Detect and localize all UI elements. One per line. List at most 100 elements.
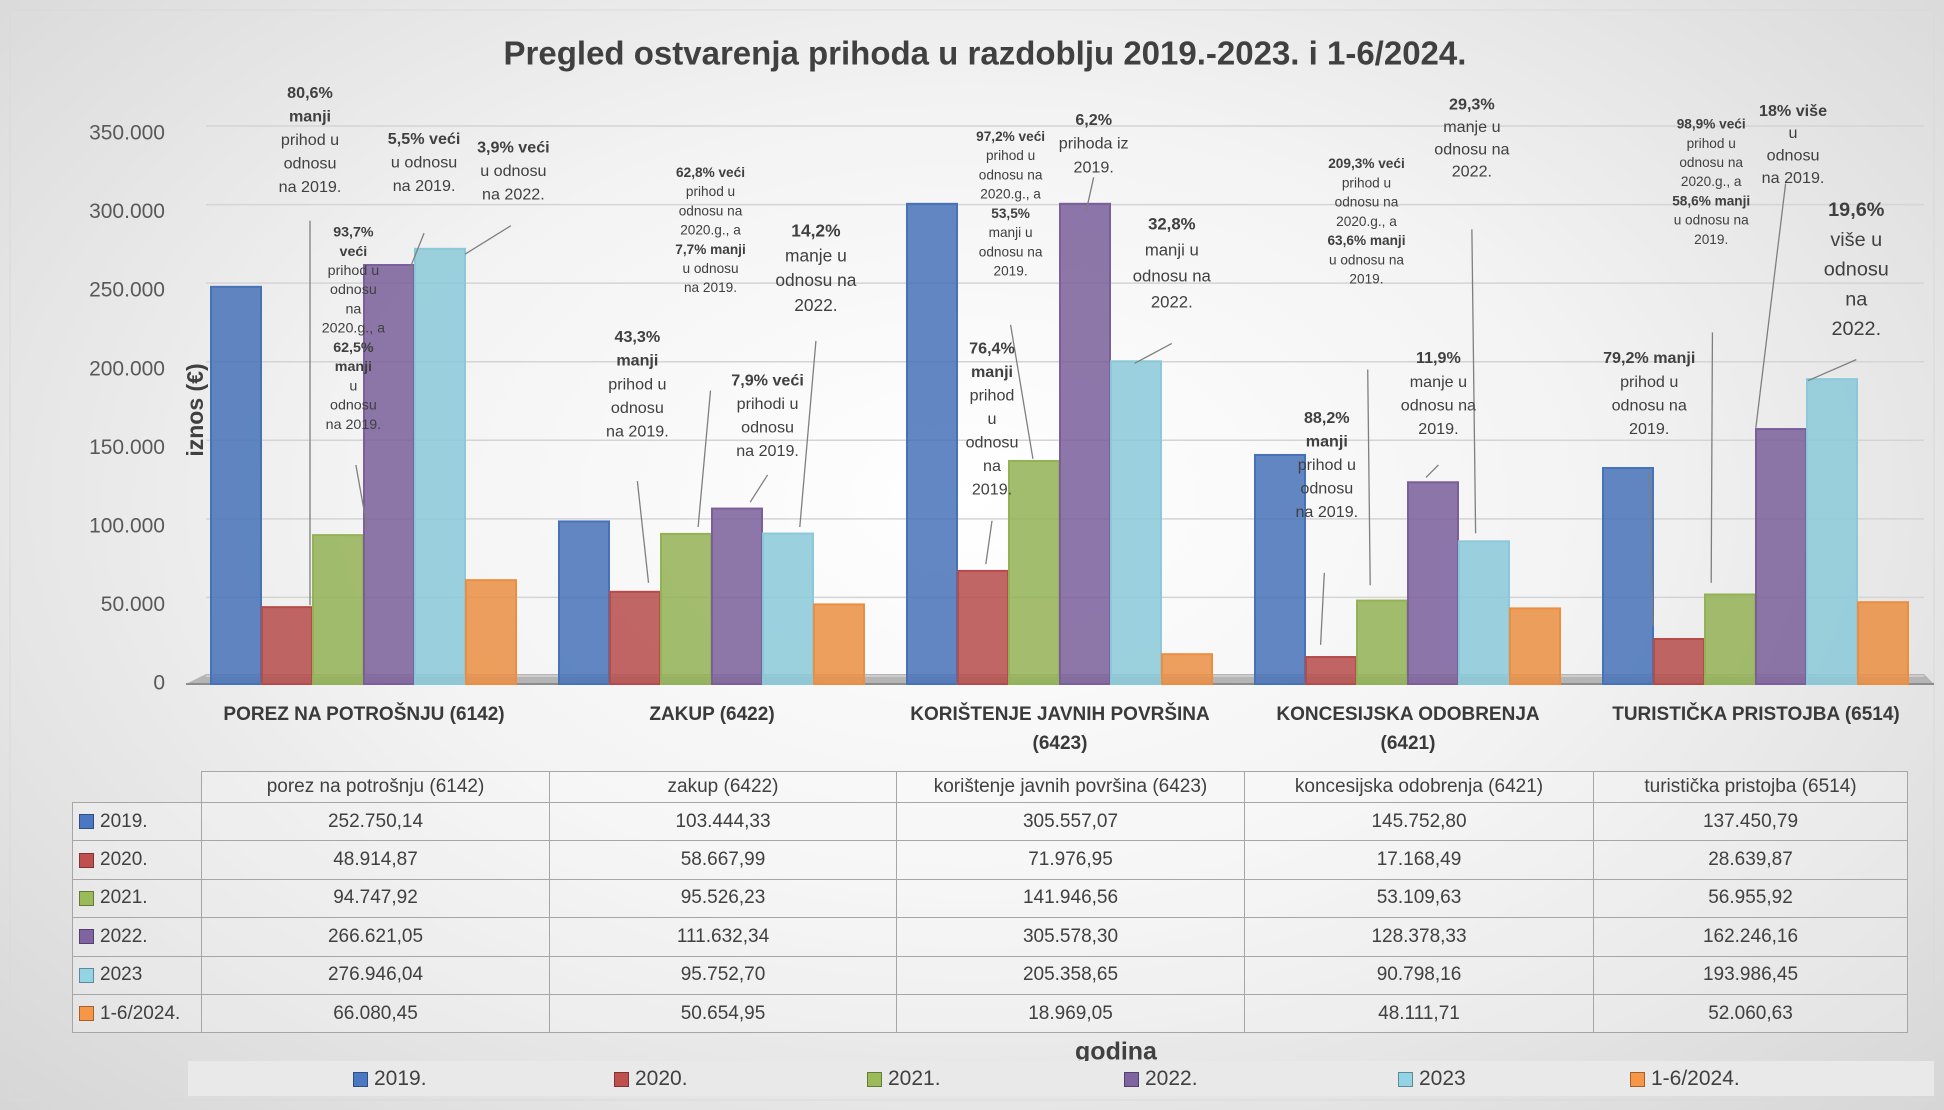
legend-item: 2023	[1398, 1066, 1466, 1092]
annotation-line: 2020.g., a	[322, 321, 385, 337]
annotation-line: manje u	[1443, 118, 1500, 136]
row-label-text: 1-6/2024.	[100, 1002, 181, 1024]
annotation: 3,9% veći u odnosu na 2022.	[464, 138, 550, 255]
x-axis-label: godina	[1075, 1038, 1158, 1066]
table-cell: 266.621,05	[201, 917, 550, 957]
annotation-line: 18% više	[1759, 102, 1827, 120]
annotation-line: 88,2%	[1304, 409, 1350, 427]
annotation-line: 58,6% manji	[1672, 193, 1750, 208]
annotation-line: odnosu	[330, 398, 377, 414]
annotation-line: 93,7%	[333, 225, 374, 241]
annotation: 80,6% manji prihod u odnosu na 2019.	[279, 84, 341, 606]
leader-line	[1085, 177, 1095, 211]
row-label-text: 2021.	[100, 887, 148, 909]
bar	[1458, 540, 1510, 686]
annotation: 76,4% manji prihod u odnosu na 2019.	[966, 324, 1034, 565]
annotation: 19,6% više u odnosu na 2022.	[1807, 199, 1889, 382]
leader-line	[355, 464, 368, 528]
y-tick-label: 50.000	[101, 593, 165, 616]
bar	[762, 532, 814, 686]
bar	[1653, 637, 1705, 686]
bar	[465, 579, 517, 686]
annotation-line: 2020.g., a	[1336, 214, 1397, 229]
table-cell: 48.914,87	[201, 840, 550, 880]
table-cell: 17.168,49	[1244, 840, 1594, 880]
annotation-line: 2019.	[1629, 420, 1669, 438]
legend-swatch	[1630, 1071, 1645, 1087]
annotation-line: u odnosu na	[1674, 213, 1749, 228]
table-cell: 141.946,56	[896, 878, 1245, 919]
annotation-line: odnosu na	[1434, 140, 1509, 158]
annotation-line: odnosu	[1767, 147, 1820, 165]
legend-swatch	[79, 890, 94, 906]
annotation-line: prihod u	[1342, 175, 1391, 190]
annotation-line: 7,7% manji	[675, 242, 745, 257]
table-cell: 94.747,92	[201, 878, 550, 919]
table-cell: 276.946,04	[201, 955, 550, 995]
annotation: 29,3% manje u odnosu na 2022.	[1434, 96, 1510, 534]
leader-line	[749, 474, 769, 503]
legend-swatch	[79, 1006, 94, 1022]
annotation-line: manji	[971, 363, 1013, 381]
annotation-line: na 2019.	[606, 422, 669, 440]
annotation-line: prihod u	[986, 148, 1035, 163]
annotation-line: 2022.	[1151, 293, 1193, 312]
bar	[1161, 653, 1213, 685]
table-cell: 71.976,95	[896, 840, 1245, 880]
leader-line	[636, 481, 650, 583]
annotation-line: manje u	[785, 245, 847, 265]
table-cell: 95.752,70	[549, 955, 897, 995]
annotation-line: 2022.	[1831, 318, 1881, 340]
annotation-line: prihod u	[608, 375, 666, 393]
annotation-line: odnosu	[1824, 259, 1889, 281]
annotation: 209,3% veći prihod u odnosu na 2020.g., a 63…	[1327, 156, 1405, 586]
annotation-line: 76,4%	[969, 339, 1015, 357]
y-axis-label: iznos (€)	[182, 363, 208, 456]
annotation-line: odnosu na	[679, 203, 743, 218]
chart-title: Pregled ostvarenja prihoda u razdoblju 2…	[504, 35, 1467, 72]
annotation: 97,2% veći prihod u odnosu na 2020.g., a 53,…	[976, 129, 1045, 279]
bar	[1059, 202, 1111, 685]
table-cell: 145.752,80	[1244, 802, 1594, 842]
annotation-line: na 2019.	[326, 417, 381, 433]
table-cell: 205.358,65	[896, 955, 1245, 995]
legend-swatch	[1124, 1071, 1139, 1087]
annotation-line: na 2019.	[393, 177, 456, 195]
annotation-line: prihod u	[328, 263, 380, 279]
annotation-line: prihod	[970, 386, 1015, 404]
table-cell: 111.632,34	[549, 917, 897, 957]
annotation-line: 2019.	[1694, 232, 1728, 247]
bar	[609, 590, 661, 685]
annotation-line: 32,8%	[1148, 214, 1196, 233]
legend-swatch	[79, 852, 94, 868]
table-header-cell: turistička pristojba (6514)	[1593, 771, 1908, 803]
legend-item: 1-6/2024.	[1630, 1066, 1740, 1092]
leader-line	[1755, 183, 1787, 428]
annotation-line: odnosu na	[1133, 267, 1212, 286]
bar	[711, 507, 763, 685]
table-cell: 56.955,92	[1593, 878, 1908, 919]
row-label-text: 2022.	[100, 925, 148, 947]
annotation-line: odnosu	[966, 434, 1019, 452]
leader-line	[408, 232, 425, 271]
annotation-line: odnosu	[611, 399, 664, 417]
annotation-line: u odnosu	[391, 153, 457, 171]
annotation-line: 2019.	[994, 263, 1028, 278]
annotation-line: 62,8% veći	[676, 165, 745, 180]
legend-swatch	[1398, 1071, 1413, 1087]
legend-swatch	[353, 1071, 368, 1087]
annotation-line: 2019.	[1074, 158, 1114, 176]
annotation-line: 209,3% veći	[1328, 156, 1405, 171]
annotation-line: 3,9% veći	[477, 138, 550, 156]
annotation-line: na	[1845, 288, 1868, 310]
annotation-line: 19,6%	[1828, 199, 1885, 221]
annotation-line: na 2019.	[1762, 169, 1825, 187]
annotation-line: 6,2%	[1075, 111, 1112, 129]
bar	[261, 606, 313, 686]
leader-line	[1134, 342, 1173, 364]
legend-swatch	[614, 1071, 629, 1087]
bar	[1755, 428, 1807, 685]
annotation-line: na 2022.	[482, 186, 545, 204]
